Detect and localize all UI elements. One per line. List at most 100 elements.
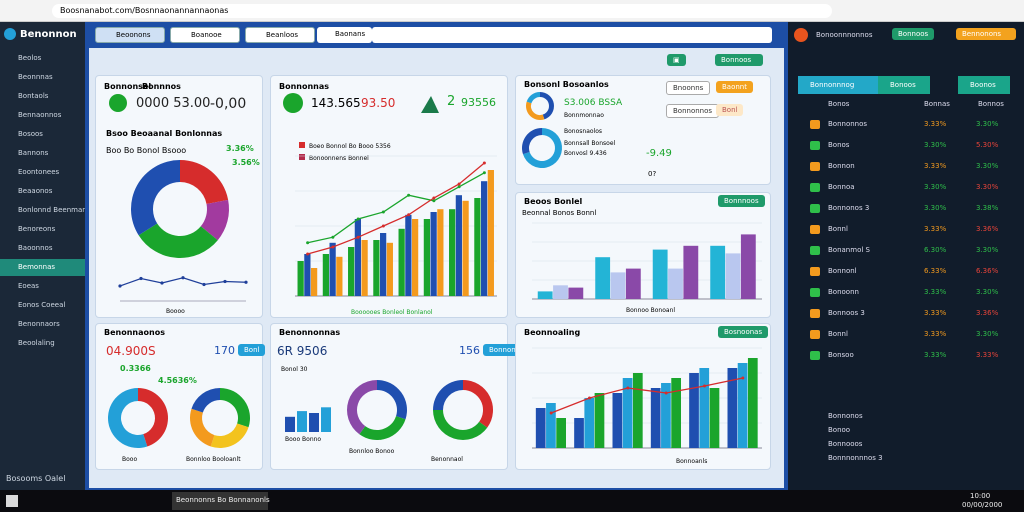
legend: Boo Bo Bonol Bsooo bbox=[106, 146, 187, 155]
bar bbox=[584, 398, 595, 448]
search-field[interactable] bbox=[372, 27, 772, 43]
bar bbox=[553, 285, 568, 299]
row-label[interactable]: Bonnonos 3 bbox=[828, 204, 870, 212]
bar bbox=[652, 249, 668, 299]
donut-segment bbox=[526, 101, 545, 121]
dropdown[interactable]: Boanooe bbox=[170, 27, 240, 43]
nav-item[interactable]: Baoonnos bbox=[18, 244, 53, 252]
button[interactable]: Bonnnoos bbox=[718, 195, 765, 207]
nav-item[interactable]: Beonnnas bbox=[18, 73, 53, 81]
line-point bbox=[331, 245, 335, 249]
bar bbox=[689, 373, 699, 448]
search-box[interactable]: Baonans bbox=[317, 27, 372, 43]
bar bbox=[386, 242, 393, 296]
nav-item[interactable]: Bennaonnos bbox=[18, 111, 62, 119]
button[interactable]: Bonl bbox=[238, 344, 266, 356]
line-point bbox=[202, 282, 206, 287]
row-label[interactable]: Bonnon bbox=[828, 162, 855, 170]
line-point bbox=[244, 280, 248, 284]
row-label[interactable]: Bonnl bbox=[828, 330, 848, 338]
button[interactable]: Bonnoos bbox=[715, 54, 763, 66]
button[interactable]: Bosnoonas bbox=[718, 326, 769, 338]
line-point bbox=[407, 193, 411, 197]
label: 0.3366 bbox=[120, 364, 151, 373]
sidebar-footer: Bosooms Oalel bbox=[6, 474, 66, 483]
dropdown[interactable]: Beoonons bbox=[95, 27, 165, 43]
nav-item[interactable]: Beoolaling bbox=[18, 339, 55, 347]
donut-segment bbox=[540, 92, 554, 120]
button[interactable]: Baonnt bbox=[716, 81, 753, 93]
nav-item[interactable]: Eonos Coeeal bbox=[18, 301, 66, 309]
dropdown[interactable]: Beanloos bbox=[245, 27, 315, 43]
row-label[interactable]: Bonnonl bbox=[828, 267, 857, 275]
row-label[interactable]: Bonnonnos bbox=[828, 120, 868, 128]
address-bar[interactable]: Boosnanabot.com/Bosnnaonannannaonas bbox=[52, 4, 832, 18]
line-point bbox=[703, 384, 706, 388]
row-label[interactable]: Bonanmol S bbox=[828, 246, 870, 254]
legend-label: Boeo Bonnol Bo Booo 5356 bbox=[309, 143, 391, 150]
kpi: 156 bbox=[459, 344, 480, 357]
row-icon bbox=[810, 309, 820, 318]
date: 00/00/2000 bbox=[962, 501, 1003, 509]
bar bbox=[304, 254, 311, 296]
nav-item[interactable]: Benonnaors bbox=[18, 320, 60, 328]
column-header: Bonos bbox=[828, 100, 850, 108]
row-icon bbox=[810, 267, 820, 276]
tab[interactable]: Bonnonnnog bbox=[798, 76, 902, 94]
line-point bbox=[407, 213, 411, 217]
sidebar: Benonnon Bosooms Oalel Beolos Beonnnas Bon… bbox=[0, 22, 91, 490]
row-label[interactable]: Bonos bbox=[828, 141, 850, 149]
nav-item[interactable]: Bannons bbox=[18, 149, 49, 157]
nav-item[interactable]: Beaaonos bbox=[18, 187, 53, 195]
button[interactable]: ▣ bbox=[667, 54, 686, 66]
dropdown[interactable]: Bnoonns bbox=[666, 81, 711, 95]
tab[interactable]: Boonos bbox=[958, 76, 1010, 94]
list-item[interactable]: Bonnonos bbox=[828, 412, 863, 420]
button[interactable]: Bonl bbox=[716, 104, 744, 116]
start-button[interactable] bbox=[6, 495, 18, 507]
tab[interactable]: Bonoos bbox=[878, 76, 930, 94]
list-item[interactable]: Bonnnonnnos 3 bbox=[828, 454, 883, 462]
line-point bbox=[626, 386, 630, 390]
button[interactable]: Bonnoos bbox=[892, 28, 935, 40]
nav-item[interactable]: Beolos bbox=[18, 54, 42, 62]
bar bbox=[610, 272, 626, 299]
panel: Bonsonl Bosoanlos S3.006 BSSA Bonnmonnao… bbox=[515, 75, 771, 185]
line-point bbox=[160, 281, 164, 285]
nav-item[interactable]: Bemonnas bbox=[0, 259, 85, 276]
nav-item[interactable]: Bosoos bbox=[18, 130, 43, 138]
row-label[interactable]: Bonsoo bbox=[828, 351, 854, 359]
nav-item[interactable]: Bonlonnd Beenmana bbox=[18, 206, 91, 214]
row-label[interactable]: Bonnoos 3 bbox=[828, 309, 865, 317]
column-header: Bonnos bbox=[978, 100, 1004, 108]
list-item[interactable]: Bonoo bbox=[828, 426, 851, 434]
tab[interactable]: Bonnnos bbox=[142, 82, 181, 91]
dropdown[interactable]: Bonnonnos bbox=[666, 104, 720, 118]
value: 3.36% bbox=[976, 225, 999, 233]
bar bbox=[310, 268, 318, 296]
line bbox=[550, 377, 743, 414]
button[interactable]: Bennonons bbox=[956, 28, 1016, 40]
bar bbox=[710, 245, 726, 299]
row-label[interactable]: Bonnoa bbox=[828, 183, 855, 191]
row-label[interactable]: Bonoonn bbox=[828, 288, 859, 296]
nav-item[interactable]: Eoeas bbox=[18, 282, 39, 290]
list-item[interactable]: Bonnooos bbox=[828, 440, 863, 448]
bar bbox=[455, 195, 462, 296]
kpi: -9.49 bbox=[646, 148, 672, 159]
legend-swatch bbox=[299, 142, 305, 148]
bar bbox=[321, 407, 331, 432]
task[interactable]: Beonnonns Bo Bonnanonls bbox=[172, 492, 270, 510]
charts bbox=[522, 92, 562, 168]
nav-item[interactable]: Eoontonees bbox=[18, 168, 60, 176]
bar bbox=[297, 411, 307, 432]
bar bbox=[556, 418, 566, 448]
line-point bbox=[664, 391, 668, 395]
nav-item[interactable]: Bontaols bbox=[18, 92, 49, 100]
row-label[interactable]: Bonnl bbox=[828, 225, 848, 233]
line-point bbox=[306, 241, 310, 245]
taskbar: Beonnonns Bo Bonnanonls 10:00 00/00/2000 bbox=[0, 490, 1024, 512]
kpi: 170 bbox=[214, 344, 235, 357]
label: 3.36% bbox=[226, 144, 254, 153]
nav-item[interactable]: Benoreons bbox=[18, 225, 56, 233]
